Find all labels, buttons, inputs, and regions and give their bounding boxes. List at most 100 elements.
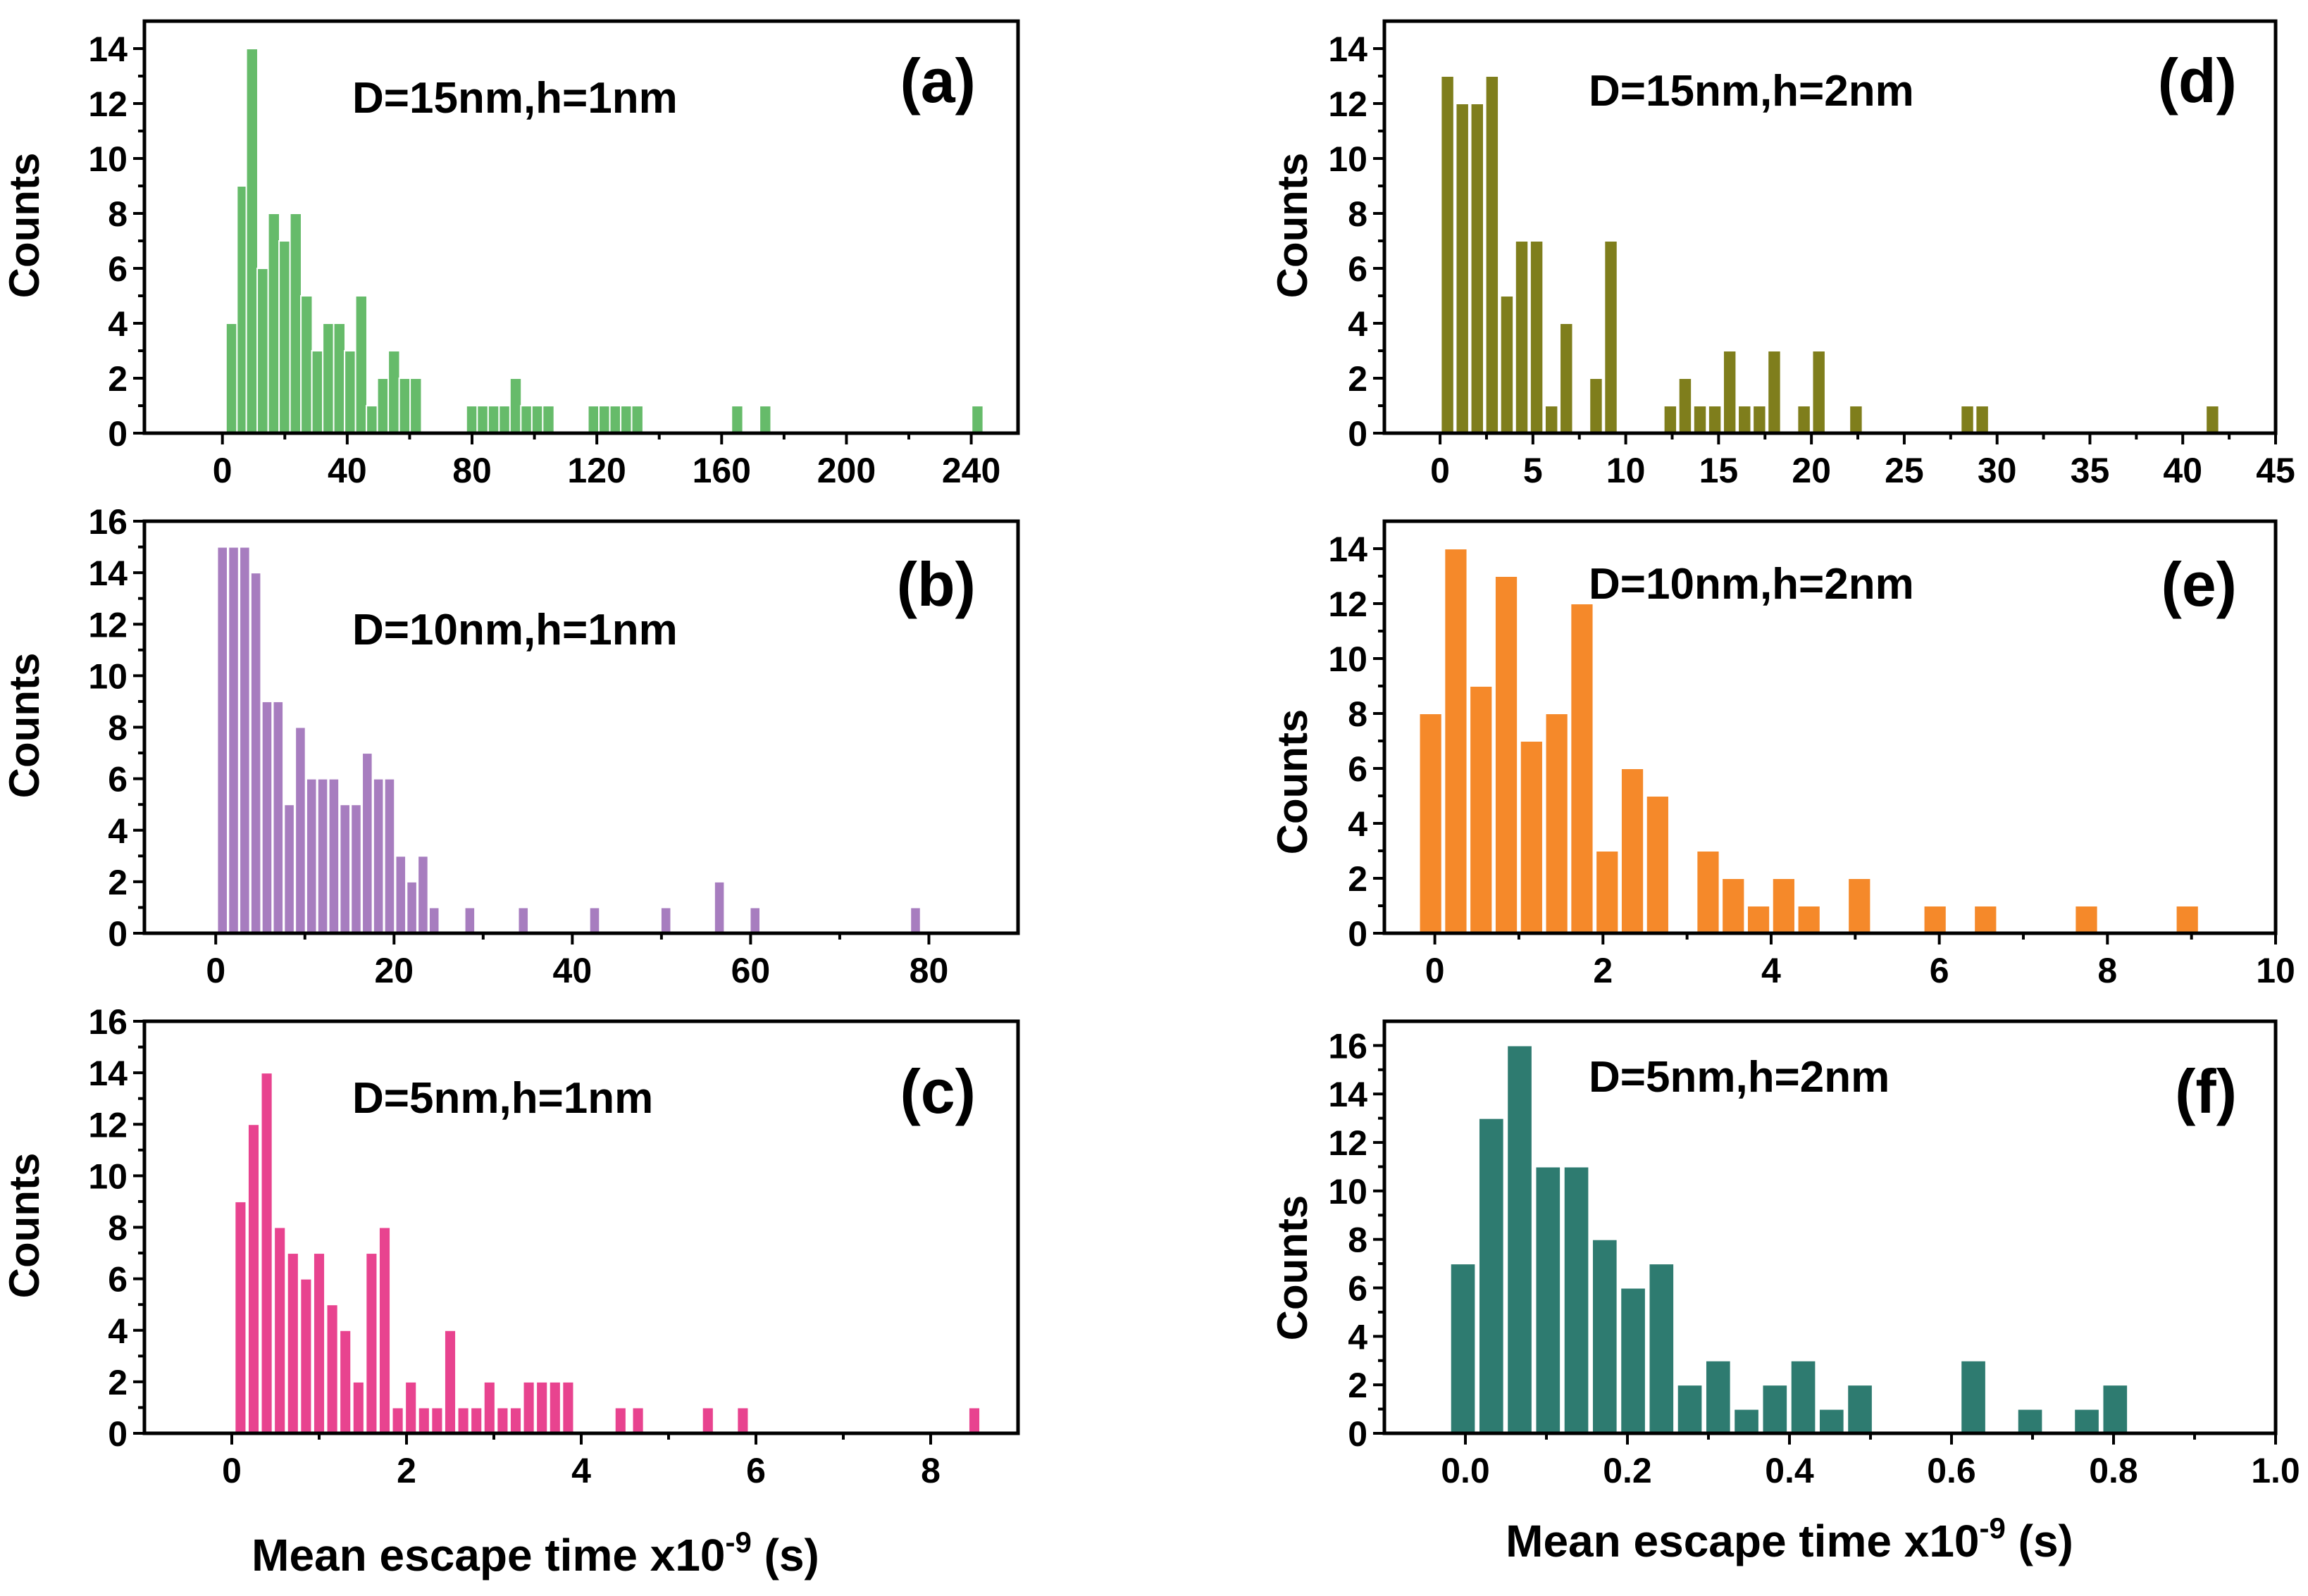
bar [289, 213, 302, 434]
y-axis-title: Counts [1269, 1195, 1316, 1341]
x-tick-label: 40 [2163, 451, 2202, 490]
bar [428, 906, 440, 934]
bar [1771, 878, 1796, 934]
y-tick-label: 4 [108, 304, 128, 344]
bar [406, 880, 418, 934]
x-tick-label: 5 [1523, 451, 1543, 490]
bar [749, 906, 762, 934]
bar [520, 405, 533, 434]
y-tick-label: 2 [108, 863, 128, 902]
bar [2074, 905, 2099, 934]
bar [1663, 405, 1678, 434]
bar [443, 1329, 457, 1434]
y-tick-label: 14 [88, 1054, 128, 1093]
bar [383, 778, 396, 934]
x-tick-label: 45 [2256, 451, 2295, 490]
y-axis-title: Counts [1269, 153, 1316, 299]
panel-label: (d) [2158, 46, 2237, 116]
bar [498, 405, 511, 434]
bar [1444, 548, 1468, 934]
chart-panel-d: 0 5 10 15 20 25 30 35 40 45 0 2 4 6 8 10 12 14 Counts D=15n… [1269, 19, 2295, 490]
bar [910, 906, 922, 934]
y-tick-label: 16 [1328, 1026, 1367, 1066]
x-axis-title-right: Mean escape time x10-9 (s) [1506, 1511, 2073, 1566]
bar [305, 778, 318, 934]
x-axis-title-unit: (s) [752, 1530, 819, 1581]
bar [1591, 1238, 1618, 1435]
bar [300, 295, 314, 434]
bar [247, 1123, 261, 1434]
bar [260, 1072, 273, 1434]
y-tick-label: 0 [1348, 414, 1367, 454]
x-tick-label: 30 [1978, 451, 2017, 490]
y-tick-label: 0 [108, 1414, 128, 1454]
y-axis-title: Counts [1269, 709, 1316, 855]
y-tick-label: 12 [1328, 85, 1367, 124]
bar [659, 906, 672, 934]
y-tick-label: 12 [88, 1105, 128, 1145]
bar [487, 405, 501, 434]
chart-panel-e: 0 2 4 6 8 10 0 2 4 6 8 10 12 14 Counts D=10nm,h=2nm (e) [1269, 519, 2295, 990]
x-tick-label: 2 [1593, 951, 1613, 990]
y-axis-title: Counts [1, 653, 48, 799]
bar [1733, 1408, 1760, 1435]
bar [1849, 405, 1863, 434]
bar [1494, 575, 1519, 934]
bar [372, 778, 385, 934]
bar [620, 405, 633, 434]
x-tick-label: 60 [731, 951, 771, 990]
bar [1648, 1263, 1675, 1435]
x-axis-title-left: Mean escape time x10-9 (s) [252, 1526, 819, 1581]
bar [1477, 1117, 1505, 1435]
bar [562, 1380, 575, 1434]
bar [609, 405, 622, 434]
bar [548, 1380, 562, 1434]
bar [1484, 75, 1500, 434]
bar [759, 405, 772, 434]
y-tick-label: 10 [1328, 1172, 1367, 1211]
bar [1449, 1263, 1477, 1435]
x-axis-title-exponent: -9 [1980, 1511, 2006, 1545]
bar [1752, 405, 1767, 434]
bar [1797, 405, 1811, 434]
panel-label: (c) [900, 1056, 976, 1126]
x-tick-label: 6 [1930, 951, 1949, 990]
bar [2016, 1408, 2044, 1435]
bar [1797, 905, 1821, 934]
bar [2175, 905, 2200, 934]
bar [509, 378, 523, 434]
bar [409, 378, 423, 434]
chart-panel-f: 0.0 0.2 0.4 0.6 0.8 1.0 0 2 4 6 8 10 12 14 16 Counts D=5… [1269, 1019, 2300, 1490]
bar [294, 726, 306, 934]
bar [483, 1380, 496, 1434]
y-tick-label: 14 [1328, 530, 1367, 569]
bar [404, 1380, 418, 1434]
x-tick-label: 10 [1606, 451, 1646, 490]
bar [631, 1407, 645, 1434]
bar [2205, 405, 2220, 434]
panel-label: (f) [2175, 1056, 2237, 1126]
bar [225, 323, 239, 434]
x-tick-label: 20 [1792, 451, 1831, 490]
bar [1847, 1384, 1873, 1435]
bar [1818, 1408, 1845, 1435]
bar [387, 350, 401, 434]
bar [361, 752, 373, 934]
y-axis-title: Counts [1, 1153, 48, 1299]
bar [1692, 405, 1708, 434]
bar [1418, 713, 1443, 934]
bar [1677, 378, 1693, 434]
bar [1595, 850, 1620, 934]
bar [333, 323, 346, 434]
bar [457, 1407, 470, 1434]
x-tick-label: 25 [1885, 451, 1924, 490]
y-tick-label: 2 [108, 1363, 128, 1402]
x-tick-label: 120 [567, 451, 626, 490]
bar [1676, 1384, 1704, 1435]
x-tick-label: 0.0 [1441, 1451, 1490, 1490]
bar [1721, 878, 1746, 934]
bar [376, 378, 390, 434]
y-tick-label: 2 [1348, 859, 1367, 899]
bar [312, 1252, 326, 1434]
